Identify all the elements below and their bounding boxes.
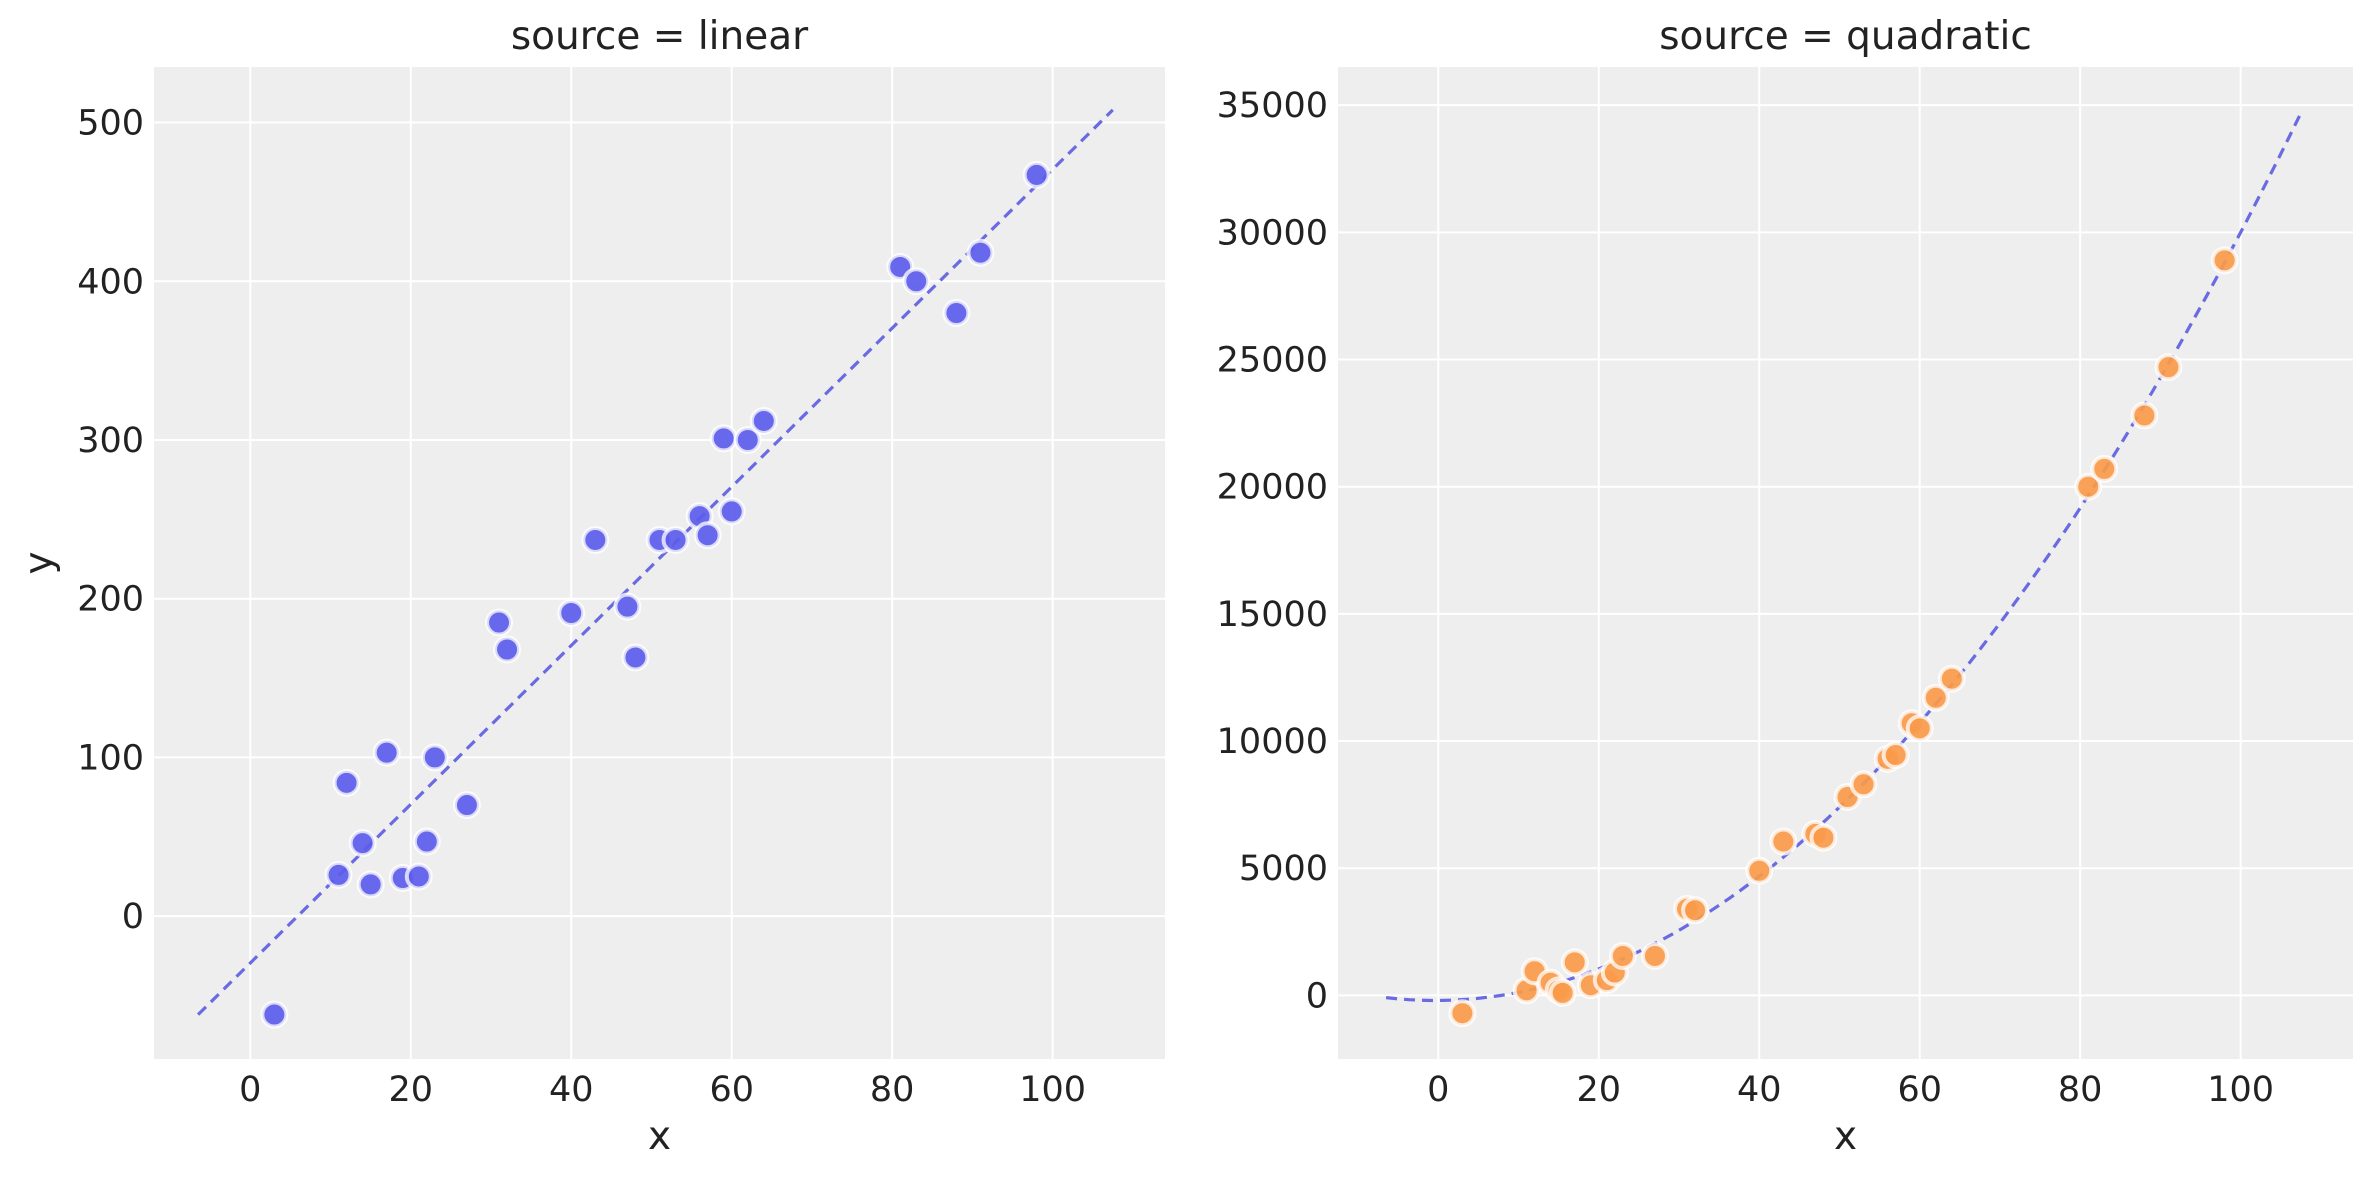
linear-data-point [324, 860, 353, 889]
quadratic-x-tick-label: 100 [2207, 1070, 2274, 1110]
linear-x-tick-label: 20 [388, 1070, 433, 1110]
linear-x-axis-label: x [648, 1114, 671, 1159]
linear-data-point [717, 497, 746, 526]
quadratic-x-tick-label: 80 [2058, 1070, 2103, 1110]
linear-x-tick-label: 0 [239, 1070, 261, 1110]
linear-data-point [966, 238, 995, 267]
quadratic-x-tick-label: 40 [1737, 1070, 1782, 1110]
linear-plot-area [154, 67, 1165, 1059]
quadratic-data-point [1937, 664, 1966, 693]
quadratic-data-point [1809, 823, 1838, 852]
linear-data-point [420, 743, 449, 772]
linear-data-point [749, 406, 778, 435]
linear-x-tick-label: 60 [709, 1070, 754, 1110]
quadratic-y-tick-label: 5000 [1239, 849, 1328, 889]
linear-y-tick-label: 300 [77, 421, 144, 461]
linear-data-point [412, 827, 441, 856]
linear-x-tick-label: 100 [1019, 1070, 1086, 1110]
linear-data-point [332, 768, 361, 797]
quadratic-plot-area [1338, 67, 2353, 1059]
panel-quadratic: 0 20 40 60 80 100 0 5000 10000 15000 20000 25000 300… [1217, 14, 2353, 1159]
quadratic-y-tick-label: 10000 [1217, 722, 1328, 762]
panel-linear: 0 20 40 60 80 100 0 100 200 300 400 500 source = lin… [17, 14, 1165, 1159]
quadratic-x-tick-label: 0 [1427, 1070, 1449, 1110]
linear-data-point [260, 1000, 289, 1029]
quadratic-x-tick-label: 20 [1576, 1070, 1621, 1110]
linear-y-tick-label: 200 [77, 580, 144, 620]
linear-data-point [404, 862, 433, 891]
quadratic-data-point [1921, 683, 1950, 712]
quadratic-chart-title: source = quadratic [1659, 14, 2032, 59]
quadratic-data-point [1881, 741, 1910, 770]
linear-data-point [485, 608, 514, 637]
linear-data-point [493, 635, 522, 664]
linear-data-point [581, 525, 610, 554]
quadratic-data-point [1905, 714, 1934, 743]
quadratic-data-point [2074, 472, 2103, 501]
linear-y-tick-label: 400 [77, 262, 144, 302]
linear-data-point [356, 870, 385, 899]
quadratic-data-point [2154, 353, 2183, 382]
quadratic-y-tick-label: 30000 [1217, 213, 1328, 253]
quadratic-data-point [1640, 941, 1669, 970]
quadratic-data-point [1560, 948, 1589, 977]
linear-data-point [709, 424, 738, 453]
linear-data-point [661, 525, 690, 554]
quadratic-y-tick-label: 20000 [1217, 468, 1328, 508]
quadratic-data-point [2210, 246, 2239, 275]
linear-chart-title: source = linear [511, 14, 809, 59]
quadratic-y-tick-label: 15000 [1217, 595, 1328, 635]
linear-y-tick-label: 0 [122, 897, 144, 937]
linear-data-point [372, 738, 401, 767]
linear-data-point [557, 598, 586, 627]
quadratic-y-tick-label: 0 [1306, 976, 1328, 1016]
linear-data-point [452, 791, 481, 820]
linear-x-tick-label: 80 [870, 1070, 915, 1110]
linear-x-tick-label: 40 [549, 1070, 594, 1110]
linear-data-point [613, 592, 642, 621]
quadratic-data-point [1608, 941, 1637, 970]
quadratic-data-point [1849, 770, 1878, 799]
quadratic-y-tick-label: 35000 [1217, 86, 1328, 126]
linear-data-point [902, 267, 931, 296]
quadratic-y-tick-label: 25000 [1217, 341, 1328, 381]
linear-data-point [621, 643, 650, 672]
quadratic-x-axis-label: x [1834, 1114, 1857, 1159]
linear-data-point [1022, 160, 1051, 189]
quadratic-x-tick-label: 60 [1897, 1070, 1942, 1110]
linear-data-point [942, 299, 971, 328]
quadratic-data-point [1769, 827, 1798, 856]
linear-data-point [733, 425, 762, 454]
linear-fit-line [196, 108, 1114, 1016]
linear-data-point [348, 829, 377, 858]
quadratic-data-point [1745, 856, 1774, 885]
quadratic-data-point [2130, 401, 2159, 430]
linear-y-tick-label: 500 [77, 104, 144, 144]
quadratic-data-point [2090, 454, 2119, 483]
linear-data-point [693, 521, 722, 550]
quadratic-data-point [1448, 999, 1477, 1028]
quadratic-data-point [1681, 896, 1710, 925]
quadratic-data-point [1548, 978, 1577, 1007]
linear-y-tick-label: 100 [77, 738, 144, 778]
linear-y-axis-label: y [17, 551, 62, 574]
